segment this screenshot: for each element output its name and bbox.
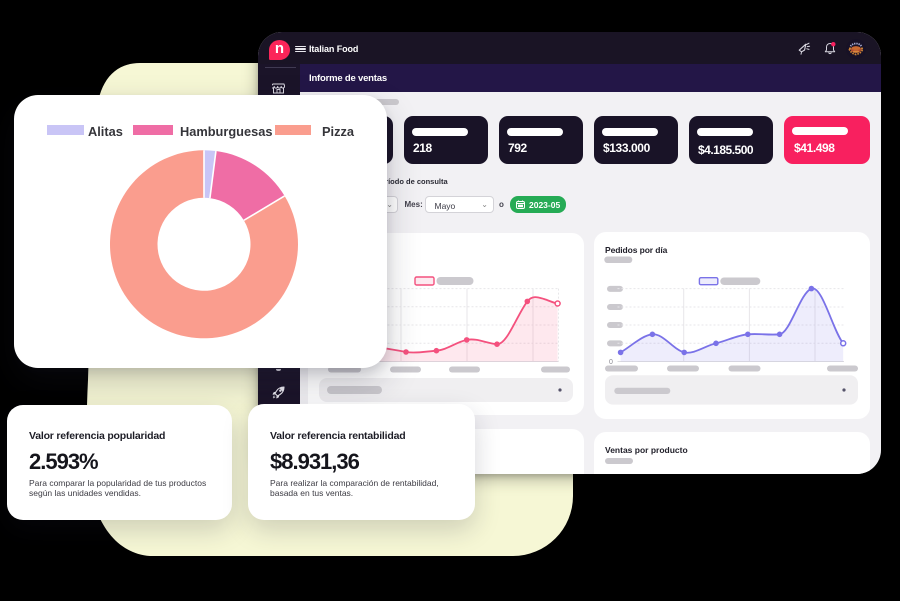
svg-text:Pedidos por día: Pedidos por día xyxy=(605,245,668,255)
svg-text:Alitas: Alitas xyxy=(88,124,123,139)
svg-text:0: 0 xyxy=(609,359,613,366)
svg-text:Pizza: Pizza xyxy=(322,124,355,139)
svg-text:Hamburguesas: Hamburguesas xyxy=(180,124,272,139)
